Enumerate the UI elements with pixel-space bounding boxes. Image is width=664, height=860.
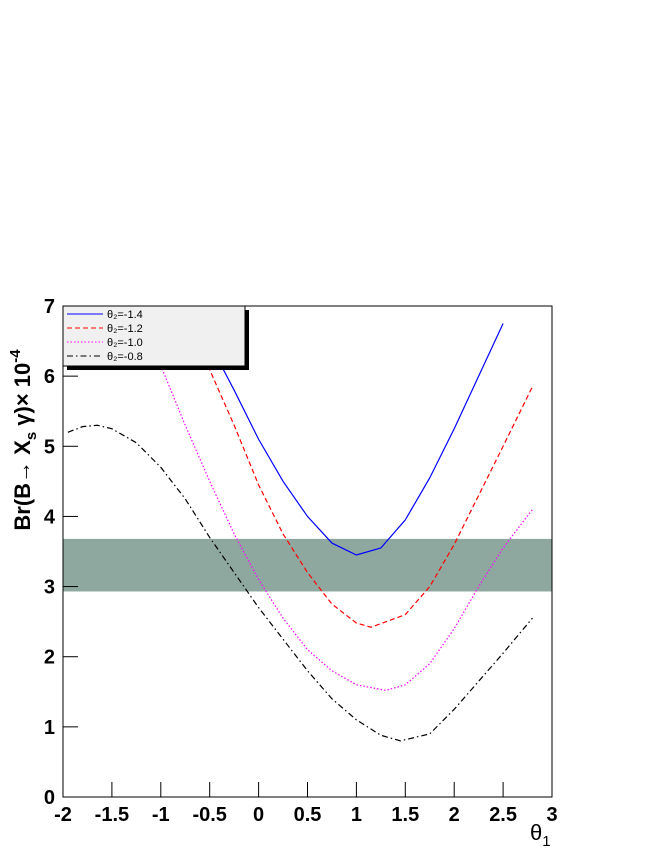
legend-label: θ₂=-1.0: [107, 337, 143, 349]
line: [67, 424, 533, 742]
y-tick-label: 4: [44, 506, 56, 528]
y-tick-label: 2: [44, 647, 55, 669]
y-label-part: γ)× 10: [10, 363, 35, 432]
y-label-sub: s: [23, 432, 40, 440]
y-tick-label: 6: [44, 366, 55, 388]
line: [204, 358, 533, 628]
y-label-sup: -4: [7, 349, 24, 363]
y-tick-label: 0: [44, 787, 55, 809]
legend-box: [62, 305, 246, 367]
x-tick-label: -2: [54, 804, 72, 826]
y-tick-label: 7: [44, 296, 55, 318]
x-tick-label: 3: [546, 804, 557, 826]
line: [204, 323, 504, 556]
y-axis-label: Br(B→ Xs γ)× 10-4: [7, 349, 40, 531]
line: [160, 365, 533, 691]
plot-frame: [62, 305, 553, 798]
x-tick-label: 0: [253, 804, 264, 826]
legend-label: θ₂=-1.4: [107, 309, 143, 321]
band: [63, 538, 552, 592]
y-label-part: Br(B→ X: [10, 440, 35, 531]
x-tick-label: 1.5: [391, 804, 419, 826]
legend-label: θ₂=-1.2: [107, 323, 143, 335]
y-tick-label: 5: [44, 436, 55, 458]
y-tick-label: 1: [44, 717, 55, 739]
x-axis-label: θ1: [530, 820, 551, 850]
legend-label: θ₂=-0.8: [107, 351, 143, 363]
x-tick-label: 0.5: [294, 804, 322, 826]
x-label-sub: 1: [542, 833, 550, 850]
x-tick-label: -1.5: [95, 804, 129, 826]
x-tick-label: 2.5: [489, 804, 517, 826]
x-label-part: θ: [530, 820, 542, 845]
x-tick-label: 1: [351, 804, 362, 826]
y-tick-label: 3: [44, 577, 55, 599]
x-tick-label: -1: [152, 804, 170, 826]
x-tick-label: 2: [449, 804, 460, 826]
x-tick-label: -0.5: [192, 804, 226, 826]
